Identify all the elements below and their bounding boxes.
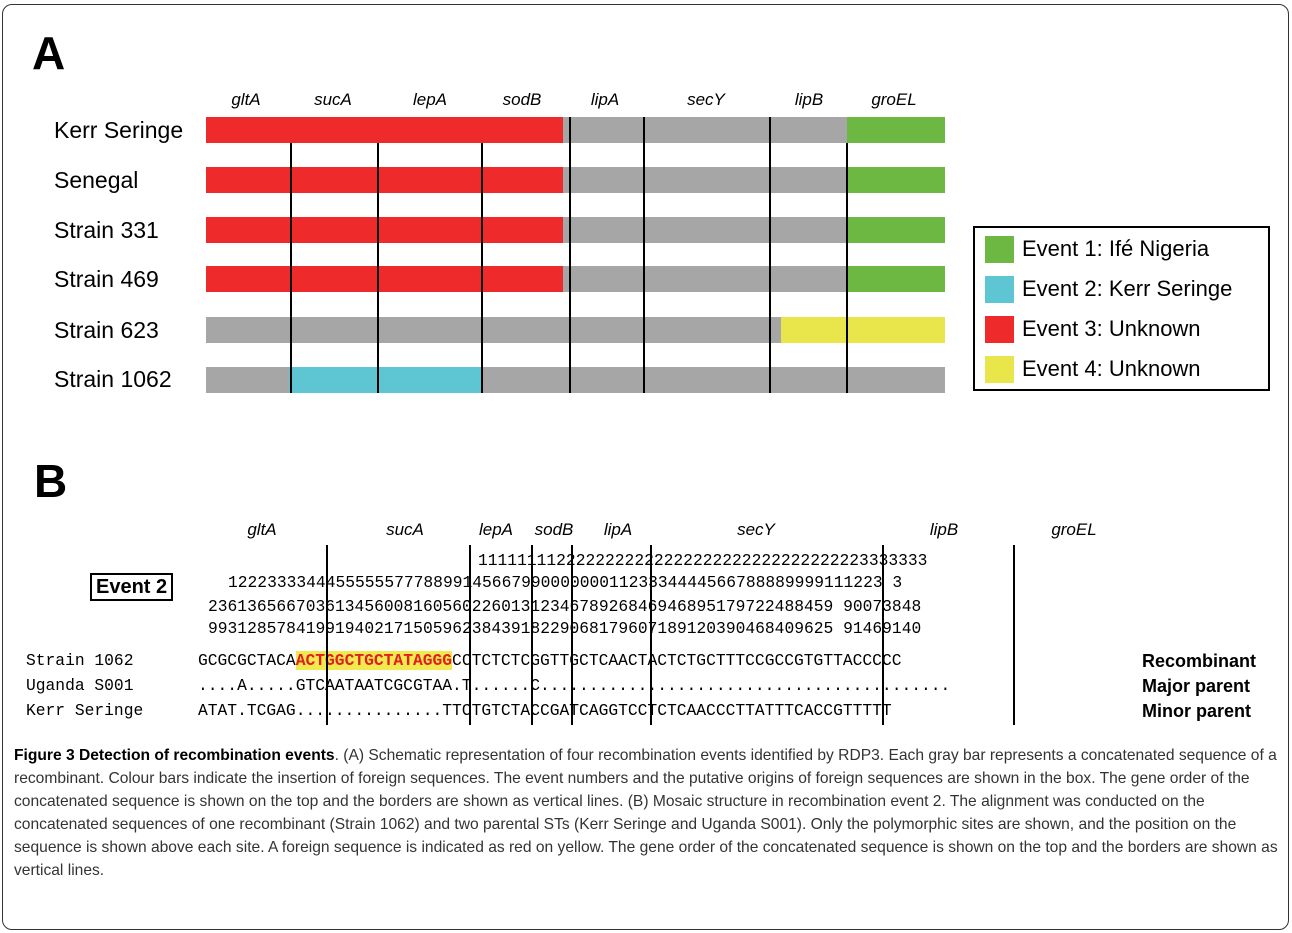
caption-title: Figure 3 Detection of recombination even… <box>14 747 335 764</box>
position-row: 9931285784199194021715059623843918229068… <box>208 619 922 638</box>
gene-border-line <box>481 143 483 393</box>
gene-border-line <box>531 545 533 725</box>
gene-border-line <box>769 117 771 393</box>
event-1-segment <box>847 117 945 143</box>
position-row: 1222333344455555577788991456679900000001… <box>228 573 903 592</box>
sequence-bar <box>206 317 945 343</box>
gene-border-line <box>469 545 471 725</box>
gene-label-groEL: groEL <box>871 90 917 109</box>
legend-label: Event 3: Unknown <box>1022 316 1201 341</box>
position-row: 1111111122222222222222222222222222222223… <box>478 551 928 570</box>
event-3-segment <box>206 117 563 143</box>
event-3-segment <box>206 167 563 193</box>
strain-label: Strain 1062 <box>54 366 172 392</box>
gene-border-line <box>643 117 645 393</box>
gene-border-line <box>290 143 292 393</box>
event-1-segment <box>847 266 945 292</box>
gene-label-gltA: gltA <box>231 90 261 109</box>
strain-label: Strain 331 <box>54 217 159 243</box>
sequence-label: Uganda S001 <box>26 676 134 695</box>
foreign-sequence-highlight: ACTGGCTGCTATAGGG <box>295 651 453 670</box>
gene-label-sodB: sodB <box>502 90 542 109</box>
legend-label: Event 2: Kerr Seringe <box>1022 276 1233 301</box>
event-3-segment <box>206 217 563 243</box>
figure-frame <box>2 4 1289 930</box>
gene-label-lipB: lipB <box>794 90 824 109</box>
legend-item-event-1: Event 1: Ifé Nigeria <box>985 234 1209 264</box>
event-1-segment <box>847 167 945 193</box>
sequence-bar <box>206 117 945 143</box>
sequence-label: Kerr Seringe <box>26 701 144 720</box>
event-3-segment <box>206 266 563 292</box>
sequence-row: ATAT.TCGAG...............TTCTGTCTACCGATC… <box>198 701 892 721</box>
legend-label: Event 1: Ifé Nigeria <box>1022 236 1210 261</box>
gene-border-line <box>650 545 652 725</box>
gene-border-line <box>569 117 571 393</box>
gene-border-line <box>846 143 848 393</box>
panel-a-letter: A <box>32 27 66 79</box>
sequence-role-label: Recombinant <box>1142 651 1257 671</box>
gene-label-lepA: lepA <box>412 90 448 109</box>
strain-label: Strain 469 <box>54 266 159 292</box>
event-2-label-box: Event 2 <box>90 573 174 601</box>
legend-swatch <box>985 355 1014 383</box>
sequence-segment: CCTCTCTCGGTTGCTCAACTACTCTGCTTTCCGCCGTGTT… <box>452 651 902 670</box>
legend-swatch <box>985 275 1014 303</box>
gene-label-groEL: groEL <box>1051 520 1097 539</box>
gene-label-lipA: lipA <box>590 90 620 109</box>
gene-border-line <box>1013 545 1015 725</box>
sequence-role-label: Minor parent <box>1142 701 1252 721</box>
figure-caption: Figure 3 Detection of recombination even… <box>14 744 1280 882</box>
gene-label-sodB: sodB <box>534 520 574 539</box>
legend-item-event-3: Event 3: Unknown <box>985 314 1201 344</box>
legend-label: Event 4: Unknown <box>1022 356 1201 381</box>
event-2-segment <box>289 367 483 393</box>
gene-border-line <box>571 545 573 725</box>
sequence-segment: ATAT.TCGAG...............TTCTGTCTACCGATC… <box>198 701 892 720</box>
gene-border-line <box>882 545 884 725</box>
legend-item-event-4: Event 4: Unknown <box>985 354 1201 384</box>
sequence-segment: ....A.....GTCAATAATCGCGTAA.T......C.....… <box>198 676 951 695</box>
gene-label-lepA: lepA <box>478 520 514 539</box>
gene-border-line <box>326 545 328 725</box>
gene-label-sucA: sucA <box>386 520 424 539</box>
sequence-role-label: Major parent <box>1142 676 1251 696</box>
event-4-segment <box>781 317 945 343</box>
gene-border-line <box>377 143 379 393</box>
legend-swatch <box>985 235 1014 263</box>
gene-label-gltA: gltA <box>247 520 277 539</box>
sequence-segment: GCGCGCTACA <box>198 651 296 670</box>
legend-swatch <box>985 315 1014 343</box>
gene-label-lipB: lipB <box>929 520 959 539</box>
gene-label-sucA: sucA <box>314 90 352 109</box>
event-1-segment <box>847 217 945 243</box>
position-row: 2361365667036134560081605602260131234678… <box>208 597 922 616</box>
sequence-bar <box>206 217 945 243</box>
sequence-row: GCGCGCTACAACTGGCTGCTATAGGGCCTCTCTCGGTTGC… <box>198 651 901 671</box>
sequence-bar <box>206 167 945 193</box>
sequence-row: ....A.....GTCAATAATCGCGTAA.T......C.....… <box>198 676 950 696</box>
legend-item-event-2: Event 2: Kerr Seringe <box>985 274 1232 304</box>
strain-label: Strain 623 <box>54 317 159 343</box>
caption-body: . (A) Schematic representation of four r… <box>14 747 1278 879</box>
event-legend: Event 1: Ifé Nigeria Event 2: Kerr Serin… <box>973 226 1270 391</box>
sequence-label: Strain 1062 <box>26 651 134 670</box>
panel-b-letter: B <box>34 455 68 507</box>
sequence-bar <box>206 266 945 292</box>
strain-label: Kerr Seringe <box>54 117 184 143</box>
sequence-bar <box>206 367 945 393</box>
gene-label-secY: secY <box>687 90 725 109</box>
gene-label-secY: secY <box>737 520 775 539</box>
strain-label: Senegal <box>54 167 139 193</box>
gene-label-lipA: lipA <box>603 520 633 539</box>
